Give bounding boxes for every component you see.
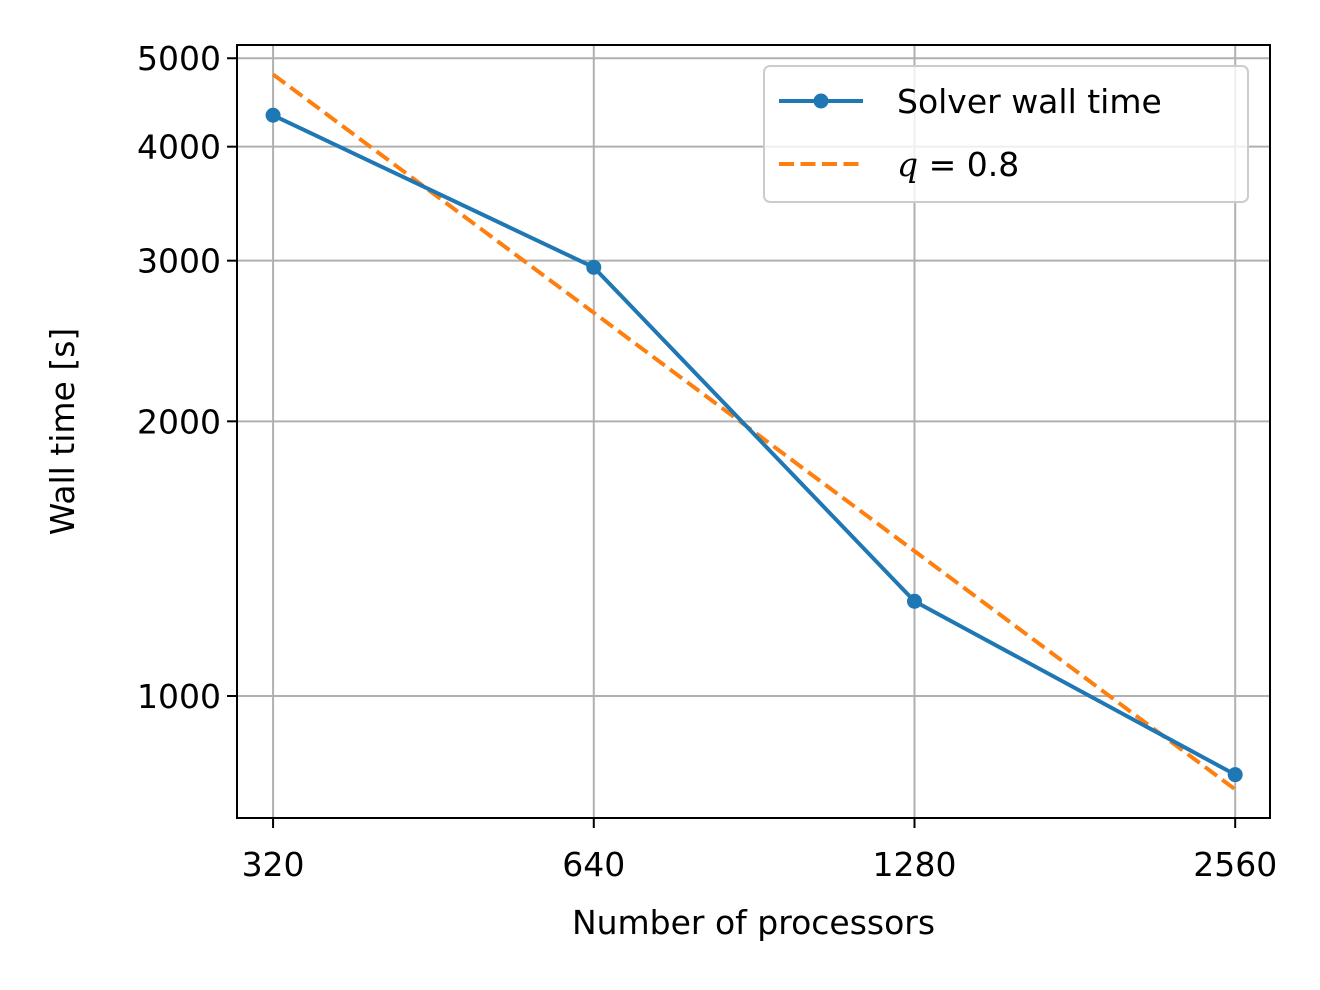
x-tick-label: 1280	[872, 845, 956, 884]
x-tick-label: 2560	[1193, 845, 1277, 884]
legend: Solver wall time q = 0.8	[763, 65, 1249, 203]
legend-label-fit: q = 0.8	[897, 145, 1019, 184]
legend-box	[763, 65, 1249, 203]
y-axis-label: Wall time [s]	[43, 328, 82, 536]
legend-label-solver: Solver wall time	[897, 82, 1162, 121]
legend-label-fit-value: = 0.8	[918, 145, 1019, 184]
x-tick-label: 320	[242, 845, 305, 884]
series-point	[906, 593, 922, 609]
series-point	[265, 107, 281, 123]
x-tick-label: 640	[562, 845, 625, 884]
series-line-1	[271, 72, 1237, 792]
y-tick-label: 2000	[137, 402, 221, 441]
series-layer	[265, 72, 1243, 792]
y-tick-label: 5000	[137, 39, 221, 78]
legend-marker-solver	[813, 93, 829, 109]
y-tick-label: 3000	[137, 242, 221, 281]
x-axis-label: Number of processors	[572, 903, 935, 942]
legend-label-fit-symbol: q	[897, 145, 918, 184]
series-line-0	[272, 113, 1237, 777]
plot-frame	[236, 44, 1271, 819]
series-point	[586, 259, 602, 275]
ticks: 320 640 1280 2560 1000 2000 3000 4000 5000	[137, 39, 1277, 884]
y-tick-label: 1000	[137, 677, 221, 716]
y-tick-label: 4000	[137, 128, 221, 167]
series-point	[1227, 767, 1243, 783]
